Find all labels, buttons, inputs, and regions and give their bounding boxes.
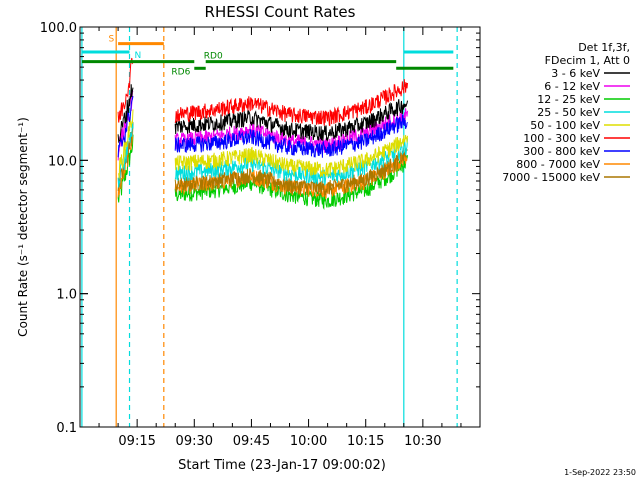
legend-label-2: 12 - 25 keV (537, 93, 600, 106)
series-line-4 (174, 134, 408, 177)
x-tick-label-3: 10:00 (290, 434, 327, 449)
x-tick-label-5: 10:30 (404, 434, 441, 449)
status-label-3: RD0 (204, 52, 223, 62)
legend-label-3: 25 - 50 keV (537, 106, 600, 119)
legend-header-1: Det 1f,3f, (578, 41, 630, 54)
x-tick-label-4: 10:15 (347, 434, 384, 449)
date-stamp: 1-Sep-2022 23:50 (564, 468, 636, 477)
legend-label-8: 7000 - 15000 keV (502, 171, 600, 184)
series-line-6 (174, 113, 408, 158)
status-label-1: N (135, 51, 142, 61)
series-line-early-0 (117, 84, 134, 144)
x-axis-label: Start Time (23-Jan-17 09:00:02) (178, 458, 386, 473)
legend-label-1: 6 - 12 keV (544, 80, 600, 93)
series-line-0 (174, 99, 408, 142)
legend-label-5: 100 - 300 keV (523, 132, 600, 145)
legend-label-6: 300 - 800 keV (523, 145, 600, 158)
series-line-1 (174, 108, 408, 154)
y-tick-label-0: 0.1 (56, 421, 77, 436)
x-tick-label-2: 09:45 (233, 434, 270, 449)
series-line-early-6 (117, 96, 134, 158)
series-line-2 (174, 154, 408, 210)
legend-label-0: 3 - 6 keV (551, 67, 600, 80)
x-tick-label-0: 09:15 (118, 434, 155, 449)
series-line-8 (174, 147, 408, 197)
status-label-2: RD6 (171, 68, 190, 78)
legend-label-4: 50 - 100 keV (530, 119, 600, 132)
series-line-5 (174, 79, 408, 127)
x-tick-label-1: 09:30 (176, 434, 213, 449)
y-axis-label: Count Rate (s⁻¹ detector segment⁻¹) (16, 117, 30, 337)
series-line-early-5 (117, 57, 134, 123)
y-tick-label-1: 1.0 (56, 288, 77, 303)
y-tick-label-3: 100.0 (40, 21, 77, 36)
chart-title: RHESSI Count Rates (205, 3, 356, 21)
plot-frame (79, 26, 481, 428)
y-tick-label-2: 10.0 (48, 154, 77, 169)
status-label-0: S (108, 35, 114, 45)
legend-header-2: FDecim 1, Att 0 (545, 54, 630, 67)
legend-label-7: 800 - 7000 keV (516, 158, 600, 171)
